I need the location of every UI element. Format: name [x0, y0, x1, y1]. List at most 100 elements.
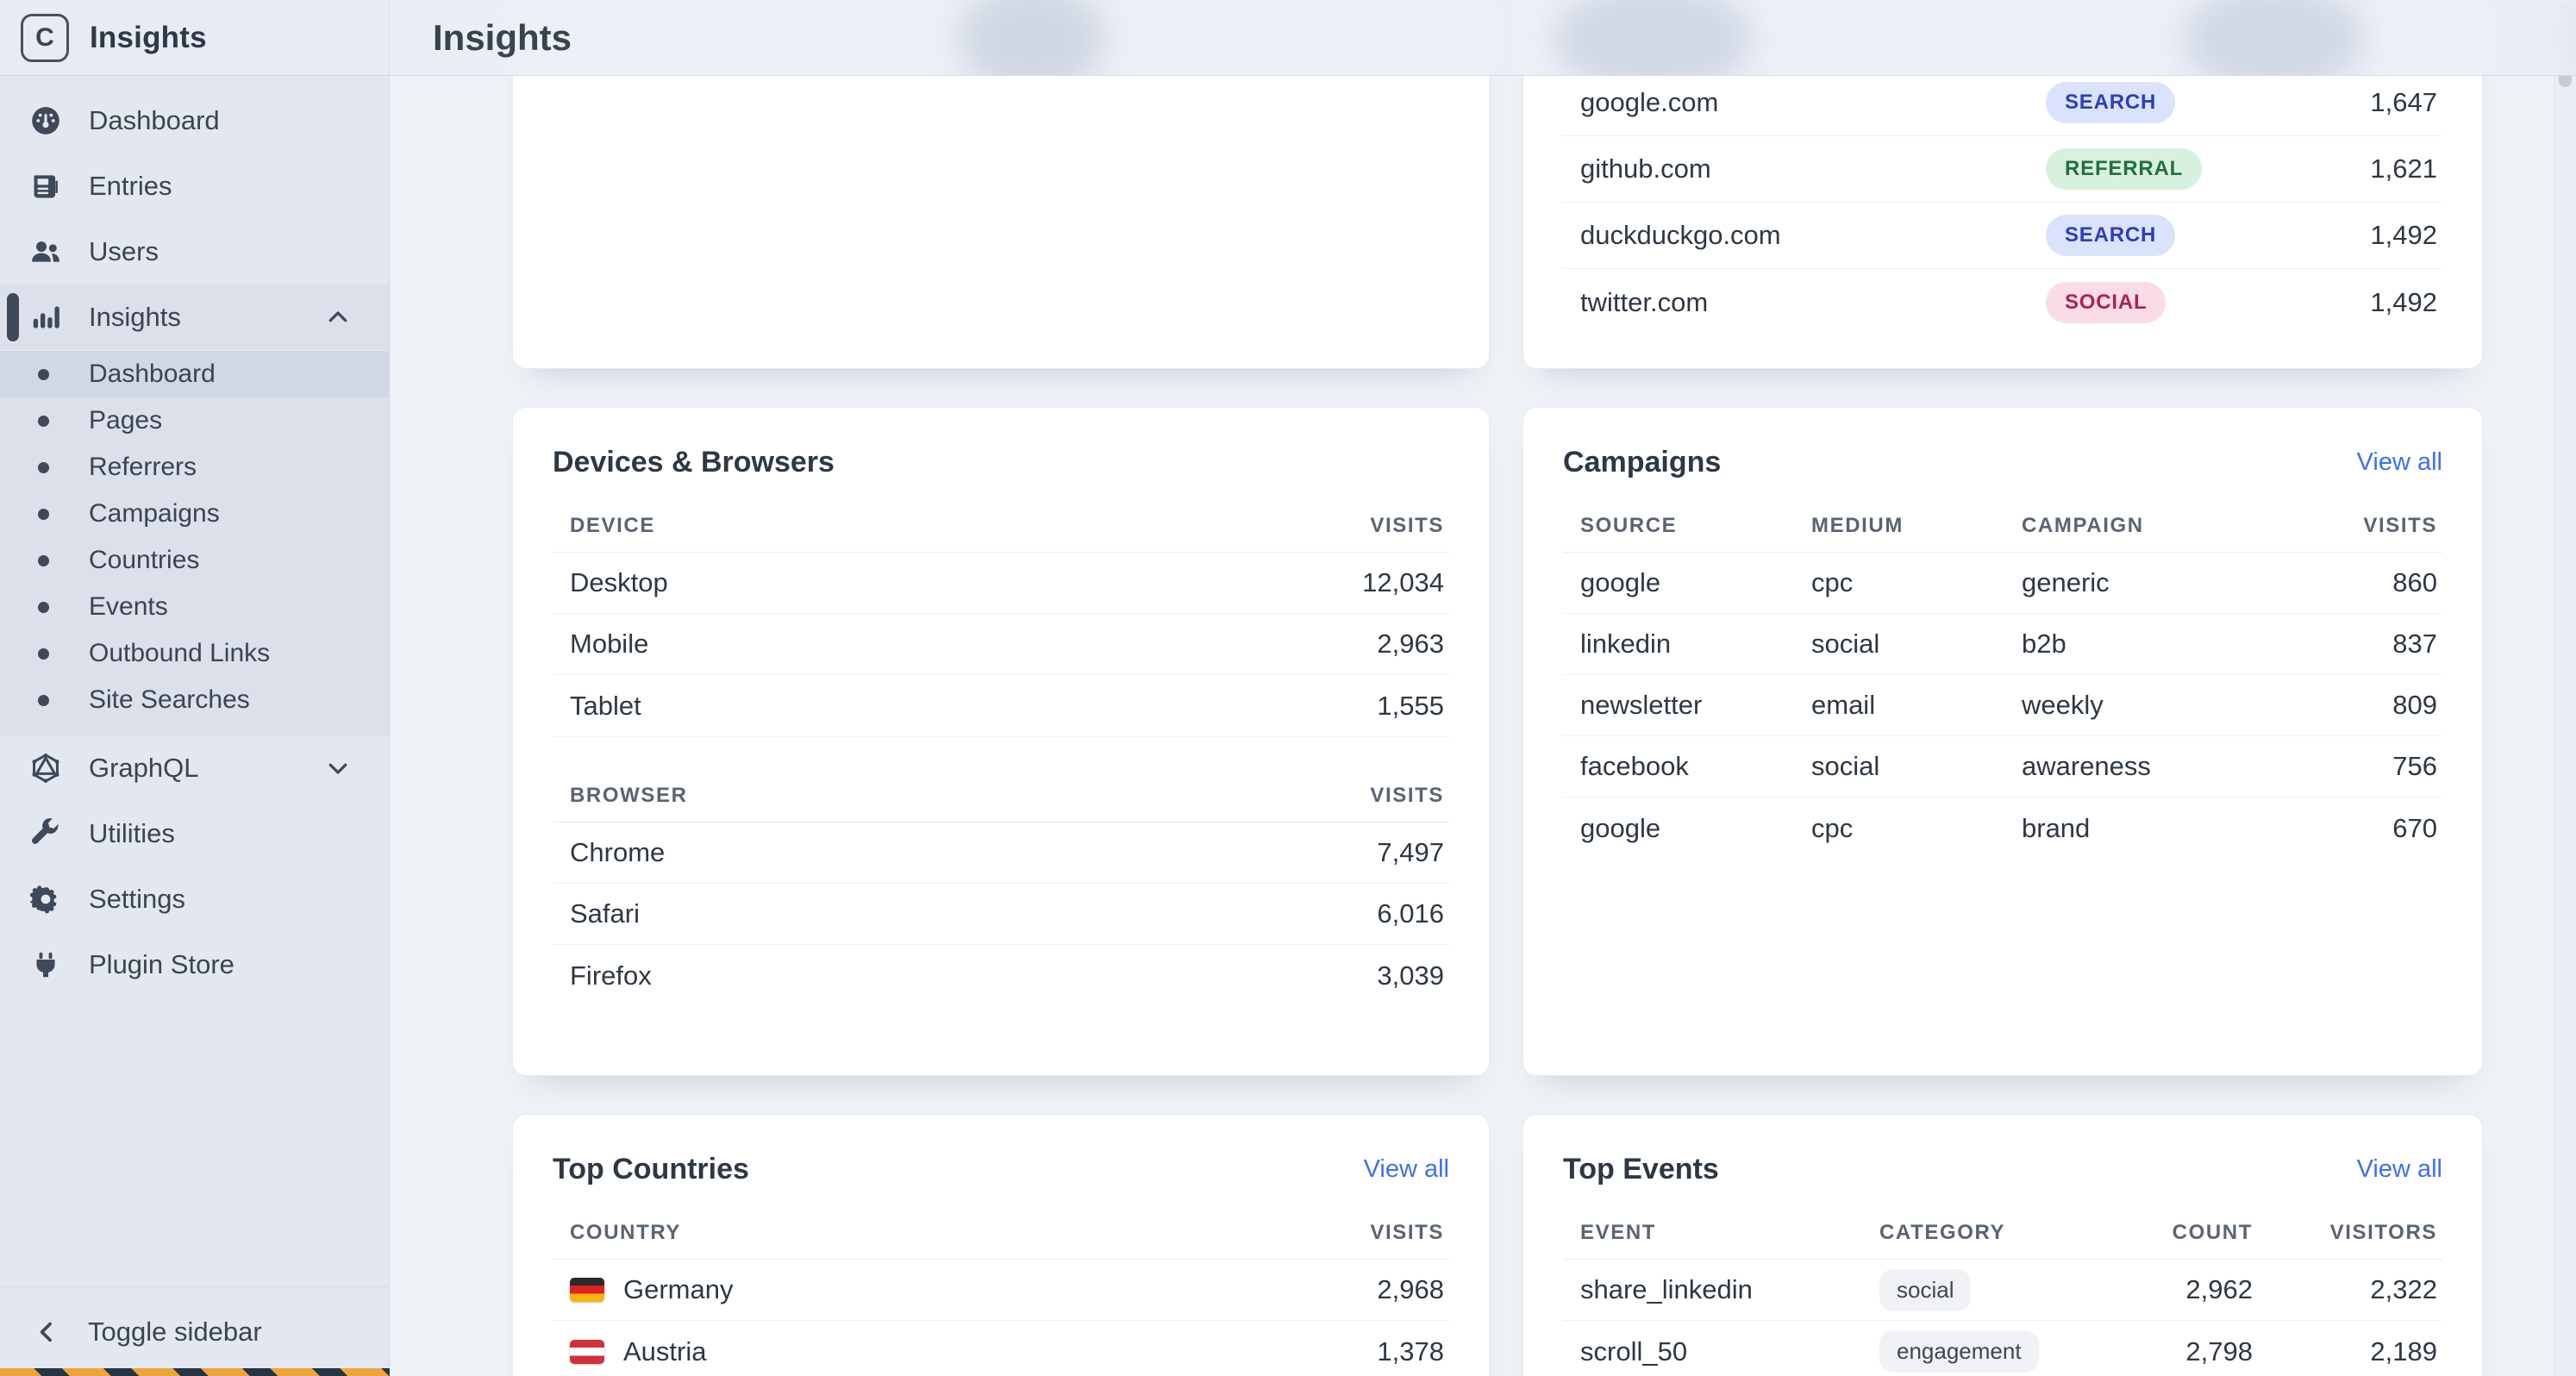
card-title: Devices & Browsers	[553, 446, 835, 478]
sidebar-subitem-label: Dashboard	[89, 360, 216, 388]
table-row: Germany 2,968	[553, 1260, 1449, 1321]
event-name: scroll_50	[1580, 1335, 1688, 1367]
view-all-link[interactable]: View all	[2356, 1155, 2442, 1183]
sidebar-subitem[interactable]: Campaigns	[0, 491, 389, 537]
sidebar-item-insights[interactable]: Insights	[0, 285, 389, 350]
browser-name: Chrome	[570, 837, 666, 867]
campaign-visits: 670	[2392, 812, 2437, 843]
toggle-sidebar-label: Toggle sidebar	[88, 1316, 262, 1347]
country-visits: 2,968	[1377, 1274, 1444, 1304]
sidebar-item-label: Insights	[89, 302, 181, 332]
campaign-medium: social	[1811, 629, 1880, 659]
table-row: github.com REFERRAL 1,621	[1563, 136, 2442, 203]
referrer-name: duckduckgo.com	[1580, 220, 1781, 250]
table-header: SOURCE MEDIUM CAMPAIGN VISITS	[1563, 514, 2442, 553]
dev-mode-stripe	[0, 1368, 390, 1376]
country-name: Austria	[623, 1335, 707, 1367]
site-name: Insights	[90, 20, 207, 54]
cards-row-3: Top Countries View all COUNTRY VISITS Ge…	[512, 1114, 2483, 1376]
column-header: VISITORS	[2329, 1221, 2437, 1244]
referrer-visits: 1,492	[2370, 220, 2437, 250]
chevron-down-icon[interactable]	[325, 755, 351, 781]
blurred-content-blob	[2183, 0, 2364, 75]
sidebar-item-users[interactable]: Users	[0, 219, 389, 285]
card-title: Top Events	[1563, 1153, 1719, 1185]
sidebar-item-settings[interactable]: Settings	[0, 866, 389, 932]
sidebar-subitem-label: Pages	[89, 406, 163, 435]
toggle-sidebar-button[interactable]: Toggle sidebar	[0, 1286, 389, 1376]
column-header: MEDIUM	[1811, 514, 1904, 537]
country-visits: 1,378	[1377, 1335, 1444, 1367]
table-header: DEVICE VISITS	[553, 514, 1449, 553]
campaigns-card: Campaigns View all SOURCE MEDIUM CAMPAIG…	[1522, 407, 2483, 1076]
sidebar-subitem[interactable]: Referrers	[0, 444, 389, 491]
sidebar-item-label: GraphQL	[89, 753, 199, 783]
sidebar-item-graphql[interactable]: GraphQL	[0, 735, 389, 801]
column-header: VISITS	[2363, 514, 2437, 537]
referrer-type-badge: SEARCH	[2046, 215, 2176, 256]
chevron-up-icon[interactable]	[325, 304, 351, 330]
campaign-name: generic	[2022, 567, 2110, 597]
sidebar-insights-subnav: Dashboard Pages Referrers Campai	[0, 350, 389, 735]
sidebar-subitem-label: Campaigns	[89, 499, 220, 528]
site-logo[interactable]: C	[21, 13, 69, 62]
sidebar-item-dashboard[interactable]: Dashboard	[0, 88, 389, 153]
campaign-source: newsletter	[1580, 690, 1703, 720]
referrer-name: twitter.com	[1580, 286, 1709, 317]
entries-icon	[28, 169, 63, 203]
campaign-medium: cpc	[1811, 812, 1854, 843]
sidebar-subitem[interactable]: Site Searches	[0, 677, 389, 723]
campaign-visits: 837	[2392, 629, 2437, 659]
browser-name: Safari	[570, 898, 640, 929]
sidebar-subitem[interactable]: Outbound Links	[0, 630, 389, 677]
sidebar-subitem[interactable]: Events	[0, 584, 389, 630]
table-row: Firefox 3,039	[553, 945, 1449, 1006]
sidebar-subitem[interactable]: Dashboard	[0, 351, 389, 397]
sidebar-item-entries[interactable]: Entries	[0, 153, 389, 219]
sidebar-header: C Insights	[0, 0, 389, 76]
referrer-name: github.com	[1580, 153, 1711, 184]
event-category-badge: engagement	[1879, 1330, 2039, 1373]
campaigns-table: SOURCE MEDIUM CAMPAIGN VISITS google cpc…	[1563, 514, 2442, 859]
bullet-icon	[38, 415, 49, 427]
scrollbar-track[interactable]	[2554, 0, 2576, 1376]
referrers-table: google.com SEARCH 1,647 github.com REFER…	[1563, 70, 2442, 335]
column-header: DEVICE	[570, 514, 655, 537]
gear-icon	[28, 882, 63, 916]
sidebar-item-label: Entries	[89, 171, 172, 201]
sidebar-item-plugin-store[interactable]: Plugin Store	[0, 932, 389, 998]
country-flag-icon	[570, 1339, 604, 1364]
bullet-icon	[38, 647, 49, 660]
devices-browsers-card: Devices & Browsers DEVICE VISITS Desktop…	[512, 407, 1490, 1076]
view-all-link[interactable]: View all	[1363, 1155, 1449, 1183]
referrer-type-badge: SOCIAL	[2046, 281, 2166, 323]
view-all-link[interactable]: View all	[2356, 448, 2442, 476]
browser-visits: 3,039	[1377, 960, 1444, 991]
column-header: BROWSER	[570, 784, 688, 807]
column-header: COUNT	[2172, 1221, 2253, 1244]
sidebar-subitem-label: Site Searches	[89, 685, 250, 714]
table-row: Desktop 12,034	[553, 553, 1449, 614]
event-name: share_linkedin	[1580, 1274, 1753, 1304]
column-header: CATEGORY	[1879, 1221, 2006, 1244]
sidebar-subitem[interactable]: Pages	[0, 397, 389, 444]
site-logo-letter: C	[35, 22, 54, 52]
countries-table: COUNTRY VISITS Germany 2,968	[553, 1221, 1449, 1376]
campaign-visits: 756	[2392, 751, 2437, 781]
sidebar: C Insights Dashboard Entries Users	[0, 0, 390, 1376]
sidebar-nav: Dashboard Entries Users Insights	[0, 88, 389, 998]
sidebar-item-utilities[interactable]: Utilities	[0, 801, 389, 866]
table-row: newsletter email weekly 809	[1563, 675, 2442, 736]
plug-icon	[28, 948, 63, 982]
table-row: Chrome 7,497	[553, 822, 1449, 884]
column-header: EVENT	[1580, 1221, 1657, 1244]
bullet-icon	[38, 554, 49, 566]
table-row: google cpc generic 860	[1563, 553, 2442, 614]
table-header: BROWSER VISITS	[553, 784, 1449, 822]
cards-row-2: Devices & Browsers DEVICE VISITS Desktop…	[512, 407, 2483, 1076]
sidebar-subitem[interactable]: Countries	[0, 537, 389, 584]
events-table: EVENT CATEGORY COUNT VISITORS share_link…	[1563, 1221, 2442, 1376]
sidebar-item-label: Utilities	[89, 818, 175, 848]
device-table: DEVICE VISITS Desktop 12,034 Mobile 2,96…	[553, 514, 1449, 737]
browser-name: Firefox	[570, 960, 652, 991]
